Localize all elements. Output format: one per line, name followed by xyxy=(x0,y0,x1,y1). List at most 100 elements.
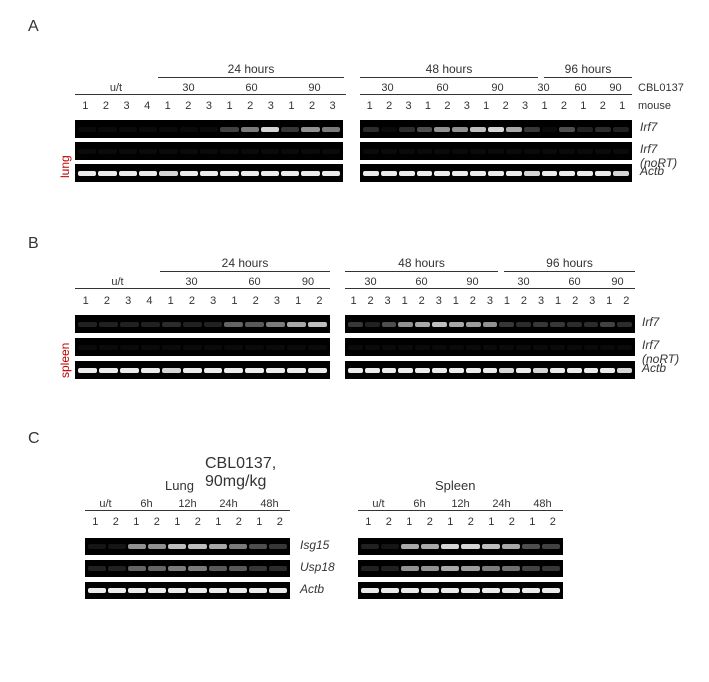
gel-band xyxy=(261,127,279,132)
mouse-num: 3 xyxy=(266,295,287,307)
gel-band xyxy=(595,149,611,154)
dose-b-30: 30 xyxy=(160,276,223,289)
gel-band xyxy=(399,171,415,176)
gel-band xyxy=(204,322,223,327)
mouse-num: 1 xyxy=(440,516,461,528)
gel-band xyxy=(506,127,522,132)
gel-band xyxy=(128,544,146,549)
gel-band xyxy=(417,127,433,132)
mouse-num: 3 xyxy=(322,100,343,112)
gel-band xyxy=(159,127,177,132)
mouse-num: 1 xyxy=(224,295,245,307)
gel-band xyxy=(381,171,397,176)
gel-band xyxy=(398,322,413,327)
gel-band xyxy=(567,345,582,350)
mouse-num: 1 xyxy=(399,516,420,528)
gel-band xyxy=(432,322,447,327)
gel-band xyxy=(488,171,504,176)
mouse-num: 3 xyxy=(457,100,476,112)
gel-band xyxy=(381,544,399,549)
gel-band xyxy=(119,127,137,132)
gel-band xyxy=(245,368,264,373)
gel-band xyxy=(600,368,615,373)
gel-band xyxy=(482,588,500,593)
mouse-num: 2 xyxy=(240,100,261,112)
mouse-row-c-right: 1212121212 xyxy=(358,516,563,528)
gel-band xyxy=(542,171,558,176)
gel-band xyxy=(432,368,447,373)
dose-90-96: 90 xyxy=(599,82,632,95)
gene-irf7: Irf7 xyxy=(640,120,657,134)
gel-band xyxy=(577,127,593,132)
gel-band xyxy=(266,345,285,350)
organ-lung: Lung xyxy=(165,478,194,493)
gel-band xyxy=(550,368,565,373)
gel-band xyxy=(188,588,206,593)
ut-b: u/t xyxy=(75,276,160,289)
gel-band xyxy=(209,588,227,593)
mouse-num: 3 xyxy=(379,295,396,307)
gel-band xyxy=(399,149,415,154)
gel-band xyxy=(584,322,599,327)
gel-band xyxy=(224,368,243,373)
mouse-row-a-right: 12312312312121 xyxy=(360,100,632,112)
gel-band xyxy=(522,544,540,549)
mouse-num: 1 xyxy=(360,100,379,112)
gel-band xyxy=(162,345,181,350)
gel-band xyxy=(361,588,379,593)
gel-band xyxy=(381,588,399,593)
gel-band xyxy=(204,368,223,373)
gel-band xyxy=(483,345,498,350)
mouse-num: 1 xyxy=(75,295,96,307)
gel-band xyxy=(108,588,126,593)
gel-band xyxy=(421,588,439,593)
mouse-num: 2 xyxy=(438,100,457,112)
gel-band xyxy=(381,149,397,154)
mouse-num: 1 xyxy=(396,295,413,307)
gel-band xyxy=(348,368,363,373)
gel-band xyxy=(220,127,238,132)
gel-b-irf7-right xyxy=(345,315,635,333)
gel-band xyxy=(434,127,450,132)
time-96h: 96 hours xyxy=(544,62,632,78)
dose-30-96: 30 xyxy=(525,82,562,95)
gel-band xyxy=(139,171,157,176)
gel-band xyxy=(550,322,565,327)
gel-band xyxy=(269,566,287,571)
mouse-num: 1 xyxy=(249,516,270,528)
gel-band xyxy=(245,322,264,327)
gel-band xyxy=(249,544,267,549)
mouse-num: 2 xyxy=(309,295,330,307)
gel-band xyxy=(180,127,198,132)
gel-band xyxy=(499,368,514,373)
gel-band xyxy=(188,544,206,549)
mouse-num: 2 xyxy=(461,516,482,528)
dose-60-48: 60 xyxy=(415,82,470,95)
mouse-num: 1 xyxy=(345,295,362,307)
dose-b96-60: 60 xyxy=(549,276,600,289)
gel-band xyxy=(482,544,500,549)
gel-band xyxy=(421,566,439,571)
gel-band xyxy=(363,149,379,154)
gel-band xyxy=(461,566,479,571)
tissue-lung: lung xyxy=(58,155,72,178)
gel-band xyxy=(261,171,279,176)
gel-b-actb-left xyxy=(75,361,330,379)
mouse-num: 2 xyxy=(515,295,532,307)
gel-band xyxy=(249,588,267,593)
c-time-label: 6h xyxy=(399,498,440,511)
gel-band xyxy=(88,566,106,571)
gel-band xyxy=(119,149,137,154)
dose-60-96: 60 xyxy=(562,82,599,95)
gel-band xyxy=(502,566,520,571)
gel-band xyxy=(322,127,340,132)
mouse-num: 1 xyxy=(601,295,618,307)
gel-band xyxy=(417,149,433,154)
mouse-num: 1 xyxy=(126,516,147,528)
panel-c-title: CBL0137, 90mg/kg xyxy=(205,455,276,491)
gel-band xyxy=(168,588,186,593)
dose-30: 30 xyxy=(157,82,220,95)
mouse-num: 1 xyxy=(85,516,106,528)
gel-band xyxy=(287,345,306,350)
panel-c-label: C xyxy=(28,430,40,448)
